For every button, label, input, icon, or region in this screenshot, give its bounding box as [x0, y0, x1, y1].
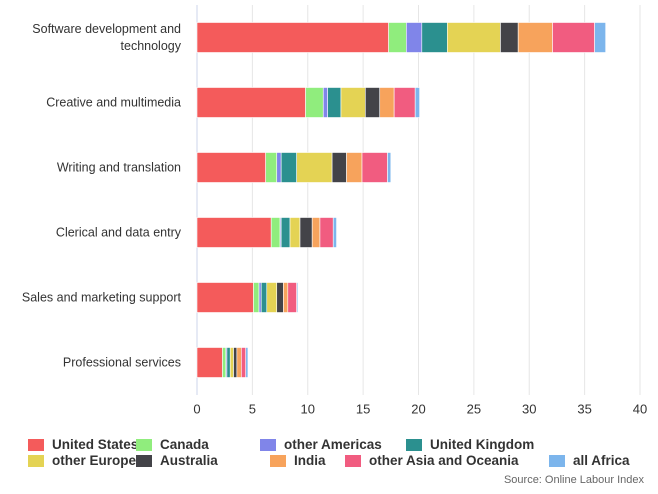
category-label: Software development and technology	[32, 21, 181, 53]
legend-label: other Europe	[52, 453, 137, 468]
legend-label: United Kingdom	[430, 437, 535, 452]
bar-segment	[299, 217, 313, 248]
bar-segment	[346, 152, 363, 183]
bar-segment	[379, 87, 395, 118]
bar-segment	[387, 152, 392, 183]
x-tick-label: 40	[633, 401, 647, 416]
legend-item[interactable]: United Kingdom	[406, 437, 534, 452]
legend-item[interactable]: Canada	[136, 437, 209, 452]
category-label: Writing and translation	[56, 160, 181, 174]
bar-segment	[236, 347, 242, 378]
category-label: Clerical and data entry	[55, 225, 181, 239]
legend-swatch	[28, 438, 44, 451]
bar-segment	[594, 22, 606, 53]
bar-segment	[296, 152, 333, 183]
bar-segment	[421, 22, 448, 53]
source: Source: Online Labour Index	[503, 474, 644, 486]
bar-segment	[196, 22, 389, 53]
legend-swatch	[345, 454, 361, 467]
bar-segment	[500, 22, 519, 53]
bar-segment	[289, 217, 301, 248]
bar-segment	[283, 282, 289, 313]
bar-segment	[196, 347, 223, 378]
bar-segment	[406, 22, 423, 53]
bar-segment	[258, 282, 262, 313]
bar-segment	[260, 282, 268, 313]
x-tick-label: 0	[193, 401, 200, 416]
x-tick-label: 25	[467, 401, 481, 416]
legend-label: Australia	[160, 453, 218, 468]
legend-swatch	[28, 454, 44, 467]
bar-segment	[393, 87, 416, 118]
legend-swatch	[136, 454, 152, 467]
bar-segment	[253, 282, 260, 313]
legend-swatch	[406, 438, 422, 451]
bar-segment	[196, 87, 306, 118]
legend-label: all Africa	[573, 453, 630, 468]
bar-segment	[287, 282, 297, 313]
bar-segment	[305, 87, 324, 118]
x-tick-label: 35	[577, 401, 591, 416]
bar-segment	[276, 282, 284, 313]
bar-segment	[233, 347, 238, 378]
bar-segment	[340, 87, 366, 118]
bar-segment	[270, 217, 281, 248]
legend-label: India	[294, 453, 326, 468]
bar-segment	[280, 152, 297, 183]
bar-segment	[322, 87, 328, 118]
category-label: Creative and multimedia	[46, 95, 181, 109]
legend-swatch	[260, 438, 276, 451]
bar-segment	[414, 87, 420, 118]
bar-segment	[296, 282, 299, 313]
bar-segment	[552, 22, 595, 53]
legend-item[interactable]: other Americas	[260, 437, 382, 452]
bar-segment	[446, 22, 501, 53]
bar-segment	[280, 217, 291, 248]
legend-swatch	[270, 454, 286, 467]
bar-segment	[229, 347, 234, 378]
bar-segment	[517, 22, 553, 53]
bar-segment	[196, 217, 272, 248]
bar-segment	[327, 87, 342, 118]
legend-item[interactable]: Australia	[136, 453, 218, 468]
legend-label: other Asia and Oceania	[369, 453, 519, 468]
x-tick-label: 30	[522, 401, 536, 416]
bar-segment	[196, 152, 266, 183]
bar-segment	[361, 152, 388, 183]
category-label: Sales and marketing support	[21, 290, 181, 304]
legend-label: other Americas	[284, 437, 382, 452]
legend-label: United States	[52, 437, 139, 452]
x-tick-label: 5	[249, 401, 256, 416]
legend-swatch	[549, 454, 565, 467]
x-tick-label: 10	[301, 401, 315, 416]
bar-segment	[332, 217, 337, 248]
x-tick-label: 15	[356, 401, 370, 416]
legend-label: Canada	[160, 437, 209, 452]
bar-segment	[365, 87, 381, 118]
legend-item[interactable]: other Europe	[28, 453, 136, 468]
bar-segment	[388, 22, 407, 53]
bar-segment	[331, 152, 347, 183]
bar-segment	[311, 217, 321, 248]
bar-segment	[266, 282, 278, 313]
bar-segment	[196, 282, 254, 313]
bar-segment	[222, 347, 227, 378]
bar-segment	[241, 347, 247, 378]
bar-segment	[245, 347, 249, 378]
bar-segment	[226, 347, 231, 378]
legend-item[interactable]: India	[270, 453, 326, 468]
bar-segment	[265, 152, 278, 183]
bar-segment	[319, 217, 334, 248]
x-tick-label: 20	[411, 401, 425, 416]
legend-item[interactable]: other Asia and Oceania	[345, 453, 519, 468]
bar-segment	[276, 152, 282, 183]
legend-swatch	[136, 438, 152, 451]
category-label: Professional services	[62, 355, 181, 369]
legend-item[interactable]: all Africa	[549, 453, 630, 468]
legend-item[interactable]: United States	[28, 437, 138, 452]
